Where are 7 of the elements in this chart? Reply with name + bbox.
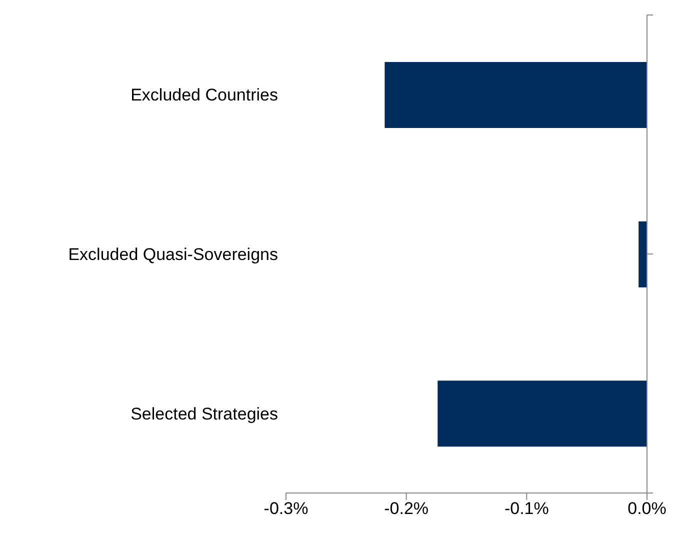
x-tick-label: -0.3% bbox=[264, 499, 308, 518]
x-tick-label: -0.2% bbox=[384, 499, 429, 518]
y-tick-label: Excluded Countries bbox=[130, 86, 278, 105]
x-tick-label: 0.0% bbox=[628, 499, 666, 518]
y-tick-label: Excluded Quasi-Sovereigns bbox=[68, 245, 278, 264]
y-tick-label: Selected Strategies bbox=[130, 404, 278, 424]
x-tick-label: -0.1% bbox=[504, 499, 549, 518]
